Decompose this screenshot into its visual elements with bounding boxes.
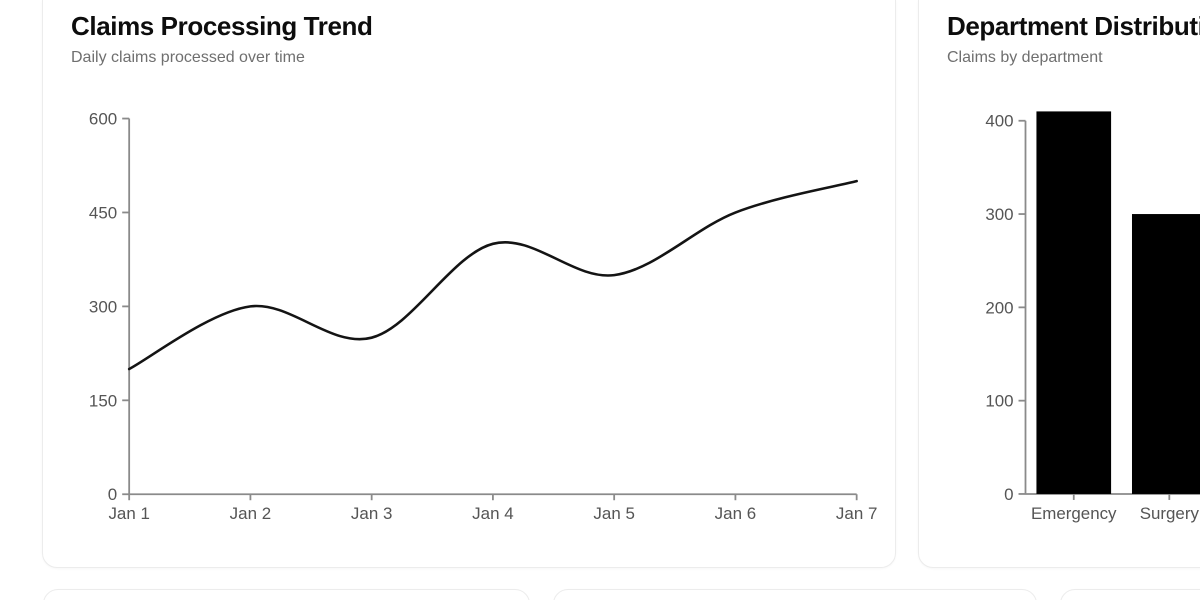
y-tick-label: 100	[985, 392, 1013, 411]
axes	[122, 117, 858, 501]
y-tick-label: 300	[89, 297, 117, 316]
partial-card-2	[553, 589, 1037, 600]
x-tick-label: Jan 2	[230, 504, 271, 523]
bars	[1036, 111, 1200, 494]
x-tick-label: Jan 4	[472, 504, 513, 523]
y-tick-label: 200	[985, 298, 1013, 317]
department-distribution-card: Department Distribution Claims by depart…	[918, 0, 1200, 568]
bar-surgery	[1131, 214, 1200, 494]
claims-trend-subtitle: Daily claims processed over time	[71, 49, 305, 66]
partial-card-3	[1060, 589, 1200, 600]
claims-trend-line-chart: 0 150 300 450 600 Jan 1 Jan 2 Jan 3 Jan 4 Jan 5 Ja…	[89, 110, 877, 524]
x-tick-label: Surgery	[1140, 504, 1200, 523]
x-tick-label: Jan 5	[593, 504, 634, 523]
axis-labels: 0 150 300 450 600 Jan 1 Jan 2 Jan 3 Jan 4 Jan 5 Ja…	[89, 110, 877, 524]
claims-line-series	[127, 179, 858, 371]
y-tick-label: 0	[108, 485, 117, 504]
department-distribution-bar-chart: 0 100 200 300 400 Emergency Surgery	[985, 111, 1200, 523]
y-tick-label: 400	[985, 112, 1013, 131]
x-tick-label: Jan 1	[108, 504, 149, 523]
department-distribution-title: Department Distribution	[947, 11, 1200, 41]
y-tick-label: 450	[89, 203, 117, 222]
claims-trend-card: Claims Processing Trend Daily claims pro…	[42, 0, 896, 568]
x-tick-label: Jan 7	[836, 504, 877, 523]
x-tick-label: Jan 3	[351, 504, 392, 523]
y-tick-label: 600	[89, 110, 117, 129]
y-tick-label: 0	[1004, 485, 1013, 504]
bar-emergency	[1036, 111, 1112, 494]
y-tick-label: 150	[89, 391, 117, 410]
axis-labels: 0 100 200 300 400 Emergency Surgery	[985, 112, 1199, 523]
claims-trend-title: Claims Processing Trend	[71, 11, 373, 41]
y-tick-label: 300	[985, 205, 1013, 224]
x-tick-label: Jan 6	[715, 504, 756, 523]
x-tick-label: Emergency	[1031, 504, 1117, 523]
department-distribution-subtitle: Claims by department	[947, 49, 1103, 66]
partial-card-1	[43, 589, 530, 600]
